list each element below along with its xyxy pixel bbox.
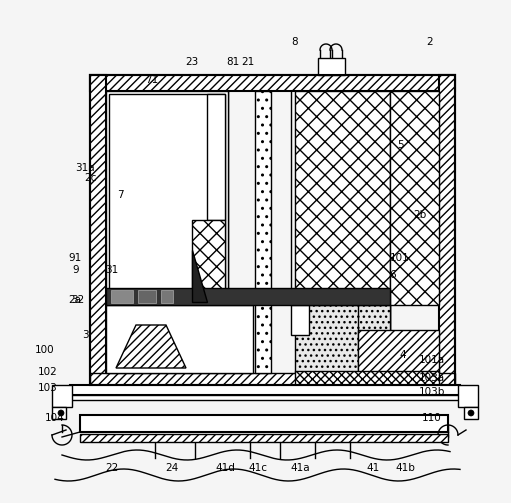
Text: 91: 91 xyxy=(68,253,82,263)
Text: 5: 5 xyxy=(397,140,403,150)
Bar xyxy=(52,407,66,419)
Text: 41b: 41b xyxy=(395,463,415,473)
Text: 8: 8 xyxy=(292,37,298,47)
Text: 101a: 101a xyxy=(419,355,445,365)
Polygon shape xyxy=(192,250,207,302)
Bar xyxy=(358,330,439,373)
Text: 2: 2 xyxy=(427,37,433,47)
Bar xyxy=(291,305,309,335)
Text: 7: 7 xyxy=(117,190,123,200)
Bar xyxy=(138,290,156,303)
Bar xyxy=(255,91,271,373)
Text: 3: 3 xyxy=(82,330,88,340)
Text: 103a: 103a xyxy=(419,373,445,383)
Text: 41a: 41a xyxy=(290,463,310,473)
Text: 24: 24 xyxy=(166,463,179,473)
Text: 2c: 2c xyxy=(84,173,96,183)
Bar xyxy=(458,385,478,407)
Polygon shape xyxy=(116,325,186,368)
Text: 102: 102 xyxy=(38,367,58,377)
Bar xyxy=(52,385,72,407)
Bar xyxy=(70,395,460,400)
Bar xyxy=(90,75,106,385)
Text: 110: 110 xyxy=(422,413,442,423)
Bar xyxy=(106,288,390,305)
Bar xyxy=(295,91,390,305)
Bar xyxy=(106,91,228,305)
Text: 71: 71 xyxy=(145,75,158,85)
Text: 41: 41 xyxy=(366,463,380,473)
Circle shape xyxy=(58,410,64,416)
Circle shape xyxy=(468,410,474,416)
Text: 41d: 41d xyxy=(215,463,235,473)
Text: 21: 21 xyxy=(241,57,254,67)
Bar xyxy=(255,288,291,305)
Text: 22: 22 xyxy=(105,463,119,473)
Bar xyxy=(161,290,173,303)
Text: 23: 23 xyxy=(185,57,199,67)
Text: 41c: 41c xyxy=(248,463,267,473)
Bar xyxy=(90,373,455,385)
Bar xyxy=(109,94,225,302)
Text: 9: 9 xyxy=(73,265,79,275)
Text: 2b: 2b xyxy=(413,210,427,220)
Text: 101: 101 xyxy=(390,253,410,263)
Text: 104: 104 xyxy=(45,413,65,423)
Bar xyxy=(111,290,133,303)
Bar xyxy=(80,434,448,442)
Bar xyxy=(106,305,253,373)
Text: 31: 31 xyxy=(105,265,119,275)
Bar xyxy=(80,415,448,432)
Bar xyxy=(192,220,225,302)
Bar xyxy=(318,58,345,75)
Bar xyxy=(295,305,390,373)
Text: 32: 32 xyxy=(72,295,85,305)
Bar xyxy=(390,91,439,305)
Text: 81: 81 xyxy=(226,57,240,67)
Bar xyxy=(207,94,225,220)
Bar xyxy=(358,305,390,373)
Text: 31a: 31a xyxy=(75,163,95,173)
Bar xyxy=(295,371,439,385)
Bar xyxy=(70,385,460,395)
Text: 103: 103 xyxy=(38,383,58,393)
Bar xyxy=(90,75,455,91)
Text: 100: 100 xyxy=(35,345,55,355)
Bar xyxy=(90,75,455,385)
Bar xyxy=(464,407,478,419)
Text: 4: 4 xyxy=(400,350,406,360)
Text: 6: 6 xyxy=(390,270,397,280)
Text: 2a: 2a xyxy=(68,295,81,305)
Bar xyxy=(439,75,455,385)
Text: 103b: 103b xyxy=(419,387,445,397)
